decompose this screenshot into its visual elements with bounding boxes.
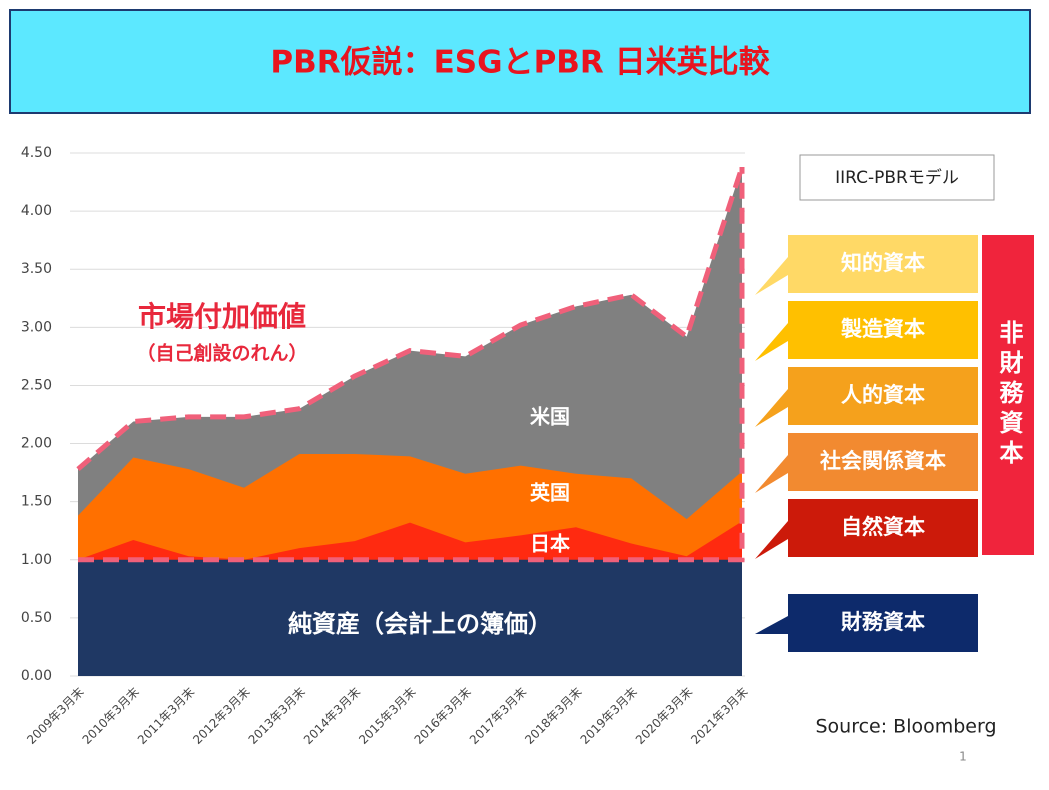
capital-label: 自然資本 [841,515,925,539]
y-tick-label: 4.50 [21,145,52,161]
nonfinancial-box [982,235,1034,555]
nonfinancial-label: 非財務資本 [995,320,1023,470]
capital-box [788,499,978,557]
y-tick-label: 3.50 [21,261,52,277]
pointer [755,521,788,559]
market-value-outline [78,166,745,563]
capital-label: 製造資本 [840,317,925,341]
y-tick-label: 0.50 [21,610,52,626]
x-tick-label: 2018年3月末 [522,685,584,747]
series-label: 米国 [530,405,570,429]
plot: 0.00 0.50 1.00 1.50 2.00 2.50 3.00 3.50 4.00 4.50… [21,145,751,747]
x-tick-label: 2015年3月末 [356,685,418,747]
y-tick-label: 1.00 [21,552,52,568]
pointer [755,616,788,634]
x-tick-label: 2014年3月末 [301,685,363,747]
capital-box [788,235,978,293]
series-label: 純資産（会計上の簿価） [288,610,552,638]
capital-label: 財務資本 [841,610,925,634]
series-label: 日本 [530,532,570,556]
model-title: IIRC-PBRモデル [835,167,959,188]
y-tick-label: 4.00 [21,203,52,219]
y-tick-label: 3.00 [21,319,52,335]
source: Source: Bloomberg [815,716,996,738]
annotation: （自己創設のれん） [136,342,307,365]
area [78,559,742,676]
x-tick-label: 2019年3月末 [578,685,640,747]
annotation: 市場付加価値 [138,300,306,333]
series-label: 英国 [530,481,570,505]
capital-label: 社会関係資本 [819,449,946,473]
capital-label: 人的資本 [841,383,925,407]
page-number: 1 [959,750,967,764]
capital-box [788,594,978,652]
capital-box [788,433,978,491]
capital-box [788,367,978,425]
capital-box [788,301,978,359]
x-tick-label: 2012年3月末 [190,685,252,747]
chart-title: PBR仮説：ESGとPBR 日米英比較 [270,45,770,81]
pointer [755,389,788,427]
x-tick-label: 2020年3月末 [633,685,695,747]
x-tick-label: 2017年3月末 [467,685,529,747]
y-tick-label: 0.00 [21,668,52,684]
y-tick-label: 2.00 [21,436,52,452]
y-tick-label: 1.50 [21,494,52,510]
pointer [755,455,788,493]
market-value-line [76,166,745,472]
title-box [9,9,1031,114]
y-tick-label: 2.50 [21,377,52,393]
x-tick-label: 2021年3月末 [688,685,750,747]
pointer [755,323,788,361]
model-title-box [799,154,995,201]
x-tick-label: 2013年3月末 [246,685,308,747]
x-tick-label: 2016年3月末 [412,685,474,747]
x-tick-label: 2011年3月末 [135,685,197,747]
pointer [755,257,788,295]
x-tick-label: 2009年3月末 [24,685,86,747]
capital-label: 知的資本 [841,251,925,275]
x-tick-label: 2010年3月末 [80,685,142,747]
